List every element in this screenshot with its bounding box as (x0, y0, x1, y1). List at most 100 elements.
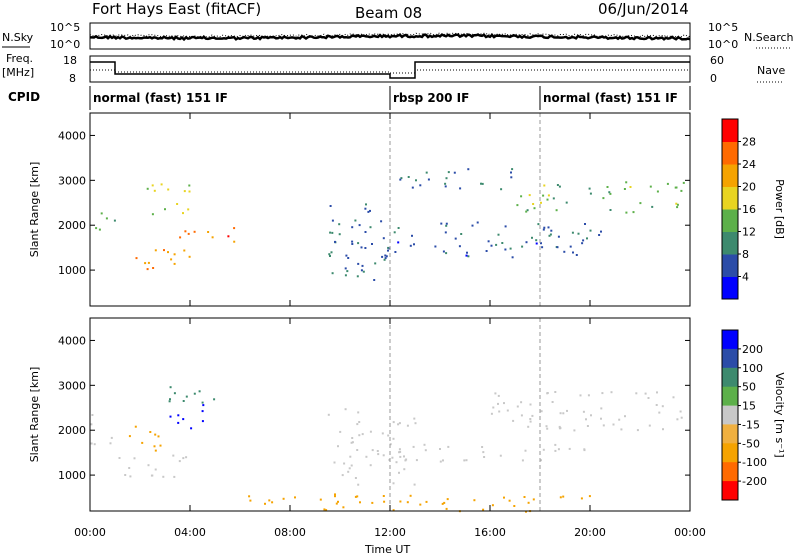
echo-cell (535, 239, 538, 242)
echo-cell (350, 441, 353, 444)
echo-cell (364, 247, 367, 249)
echo-cell (342, 506, 345, 509)
echo-cell (163, 249, 165, 252)
echo-cell (454, 237, 457, 240)
echo-cell (600, 407, 603, 410)
echo-cell (392, 421, 395, 424)
echo-cell (589, 229, 592, 232)
echo-cell (356, 423, 359, 426)
echo-cell (178, 460, 181, 463)
colorbar-tick-label: 8 (742, 248, 749, 261)
echo-cell (590, 414, 592, 417)
echo-cell (497, 233, 500, 236)
echo-cell (154, 433, 157, 436)
colorbar-segment (722, 481, 738, 501)
echo-cell (442, 250, 445, 253)
echo-cell (535, 242, 538, 245)
echo-cell (540, 459, 542, 462)
echo-cell (554, 391, 557, 393)
echo-cell (338, 233, 341, 236)
echo-cell (369, 464, 372, 467)
echo-cell (399, 455, 402, 458)
echo-cell (531, 414, 534, 417)
echo-cell (571, 231, 574, 234)
echo-cell (183, 190, 186, 193)
nsearch-label: N.Search (744, 31, 794, 44)
echo-cell (173, 253, 176, 256)
echo-cell (588, 495, 591, 498)
colorbar-segment (722, 462, 738, 482)
echo-cell (601, 392, 604, 395)
colorbar-segment (722, 330, 738, 350)
echo-cell (351, 240, 354, 243)
echo-cell (568, 447, 571, 450)
station-title: Fort Hays East (fitACF) (92, 0, 261, 18)
echo-cell (447, 445, 450, 448)
echo-cell (610, 391, 613, 394)
echo-cell (460, 233, 463, 235)
colorbar-segment (722, 164, 738, 187)
echo-cell (153, 189, 156, 192)
echo-cell (587, 394, 590, 397)
echo-cell (446, 498, 449, 501)
echo-cell (495, 243, 498, 246)
echo-cell (409, 494, 412, 497)
echo-cell (190, 427, 193, 430)
echo-cell (487, 240, 490, 243)
echo-cell (482, 508, 485, 511)
echo-cell (555, 209, 558, 212)
echo-cell (473, 499, 476, 502)
colorbar-tick-label: 28 (742, 136, 756, 149)
echo-cell (413, 483, 416, 486)
echo-cell (441, 502, 444, 505)
echo-cell (90, 442, 93, 445)
echo-cell (381, 432, 384, 435)
echo-cell (282, 497, 285, 500)
echo-cell (329, 255, 331, 257)
echo-cell (476, 221, 479, 224)
echo-cell (365, 455, 368, 458)
echo-cell (559, 427, 562, 430)
echo-cell (483, 456, 486, 458)
echo-cell (444, 185, 447, 188)
echo-cell (546, 427, 549, 430)
ytick-label: 1000 (58, 469, 86, 482)
echo-cell (333, 461, 336, 464)
echo-cell (609, 209, 612, 211)
echo-cell (188, 255, 191, 258)
echo-cell (169, 398, 171, 401)
echo-cell (182, 212, 184, 215)
echo-cell (543, 226, 546, 229)
echo-cell (503, 402, 505, 405)
colorbar-tick-label: 16 (742, 203, 756, 216)
echo-cell (173, 262, 176, 265)
echo-cell (147, 261, 150, 264)
echo-cell (337, 445, 339, 448)
echo-cell (134, 425, 137, 428)
echo-cell (147, 464, 150, 467)
echo-cell (399, 178, 402, 181)
echo-cell (351, 226, 354, 229)
echo-cell (575, 254, 578, 256)
echo-cell (154, 249, 157, 252)
xtick-label: 08:00 (274, 526, 306, 539)
echo-cell (374, 262, 377, 265)
echo-cell (169, 386, 172, 389)
echo-cell (182, 418, 185, 421)
echo-cell (644, 392, 647, 395)
echo-cell (545, 425, 548, 428)
echo-cell (485, 250, 488, 252)
echo-cell (198, 390, 201, 393)
noise-strip-frame (89, 22, 691, 50)
echo-cell (649, 185, 652, 188)
colorbar-segment (722, 348, 738, 369)
echo-cell (411, 234, 413, 237)
echo-cell (151, 184, 154, 187)
echo-cell (129, 475, 132, 478)
echo-cell (532, 203, 535, 205)
echo-cell (392, 509, 395, 512)
echo-cell (551, 401, 554, 403)
echo-cell (546, 392, 549, 394)
echo-cell (331, 231, 334, 234)
echo-cell (380, 220, 383, 223)
